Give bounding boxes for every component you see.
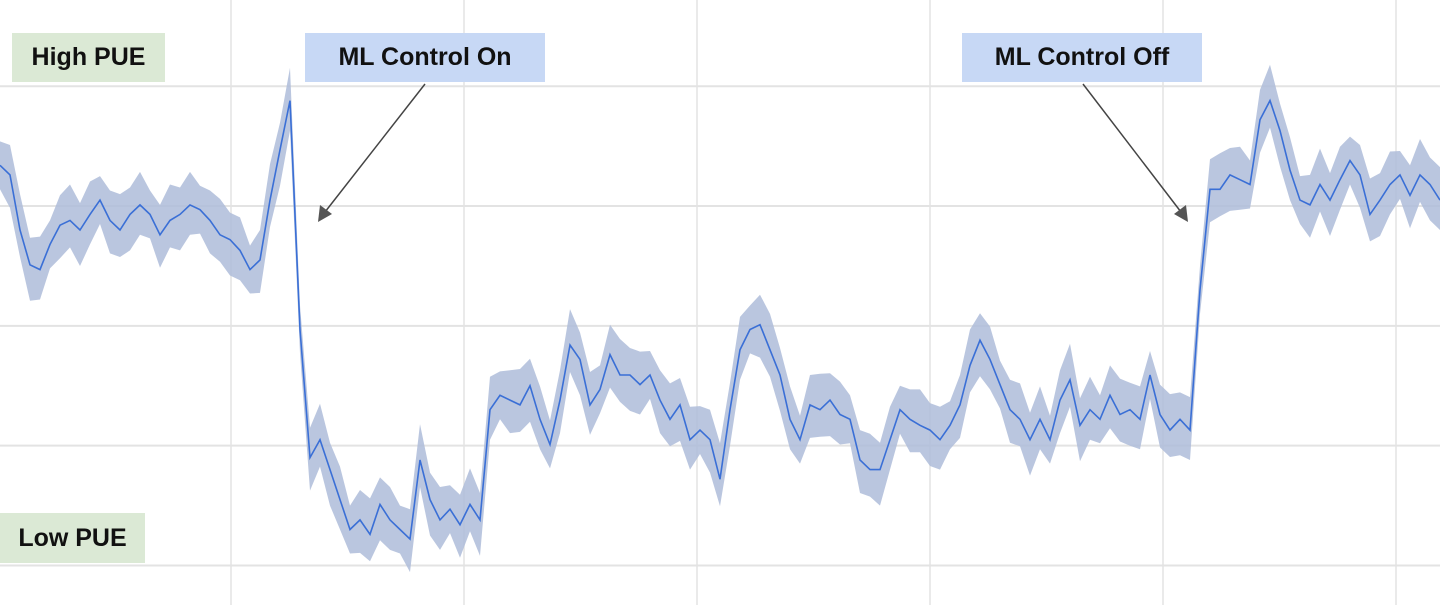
arrow-ml-off: [1082, 83, 1188, 222]
high-pue-label: High PUE: [12, 33, 165, 82]
low-pue-label: Low PUE: [0, 513, 145, 563]
arrow-ml-on: [318, 83, 426, 222]
pue-series-line: [0, 98, 1440, 541]
confidence-band: [0, 64, 1440, 573]
ml-control-on-label: ML Control On: [305, 33, 545, 82]
ml-control-off-label: ML Control Off: [962, 33, 1202, 82]
